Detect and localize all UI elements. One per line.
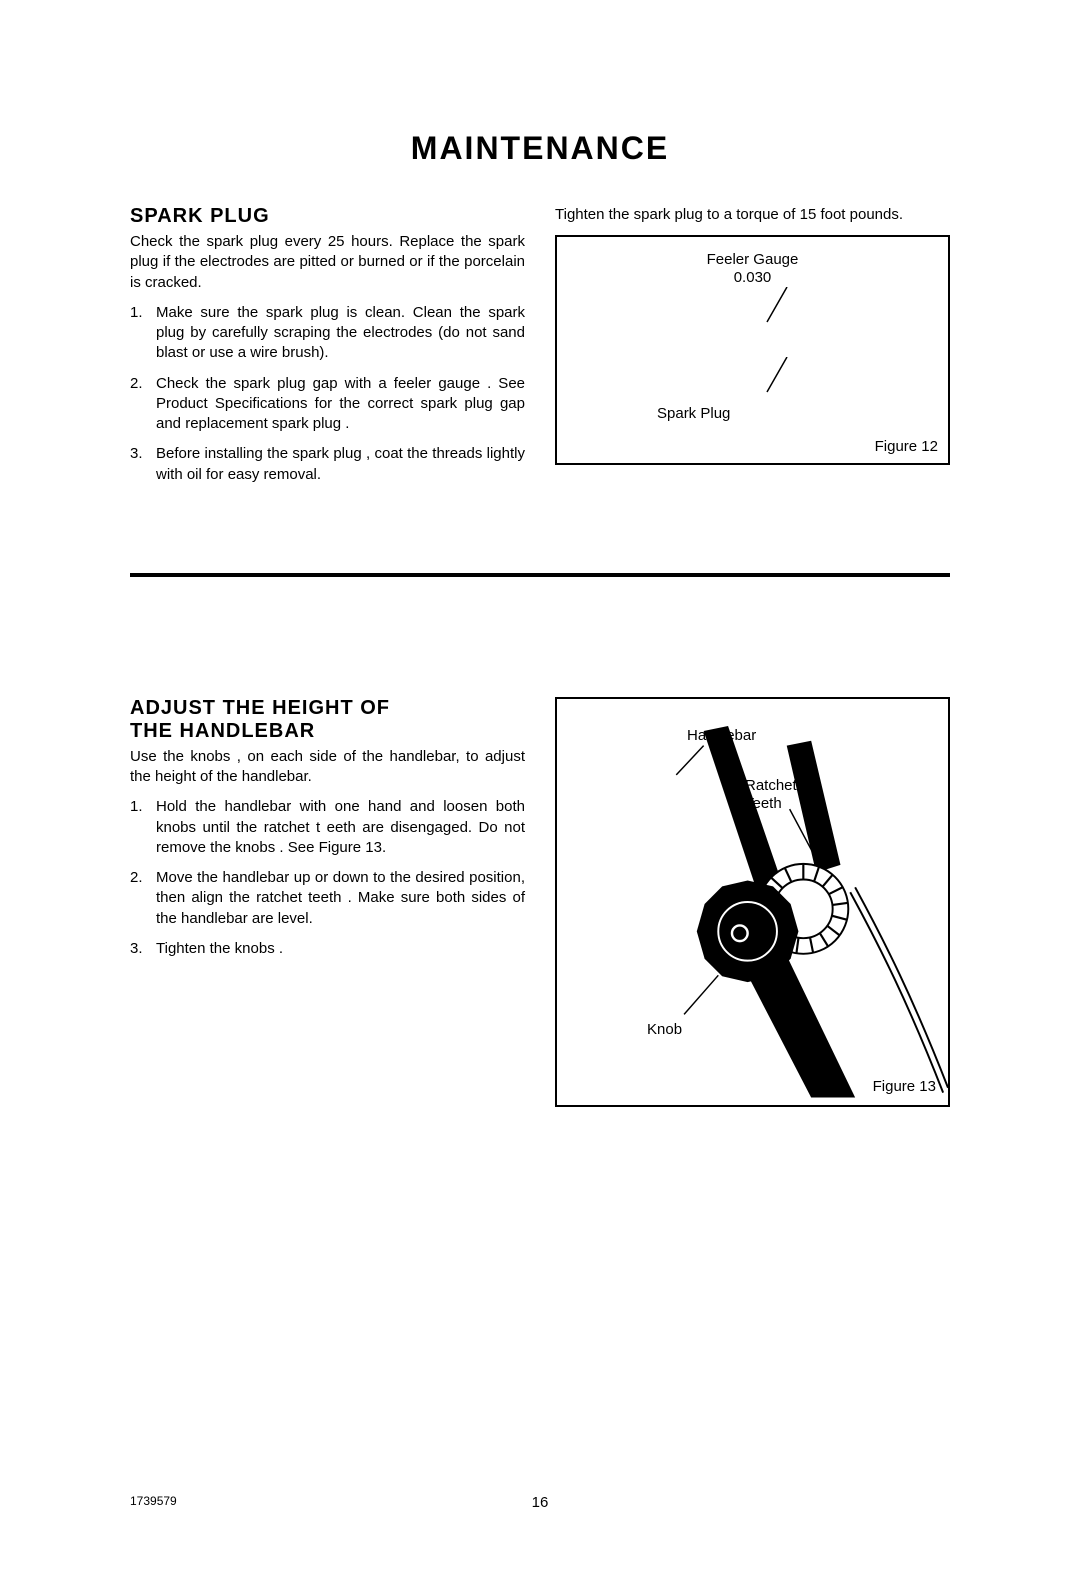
spark-plug-label: Spark Plug: [657, 405, 730, 422]
handlebar-step-2: 2.Move the handlebar up or down to the d…: [130, 868, 525, 929]
gap-value-label: 0.030: [557, 269, 948, 286]
spark-plug-step-3: 3.Before installing the spark plug , coa…: [130, 444, 525, 485]
page-number: 16: [532, 1494, 549, 1511]
feeler-gauge-label: Feeler Gauge: [557, 251, 948, 268]
spark-plug-steps: 1.Make sure the spark plug is clean. Cle…: [130, 303, 525, 485]
spark-plug-right-col: Tighten the spark plug to a torque of 15…: [555, 205, 950, 495]
pointer-line-icon: [762, 287, 792, 327]
step-text: Tighten the knobs .: [156, 940, 283, 957]
handlebar-step-1: 1.Hold the handlebar with one hand and l…: [130, 797, 525, 858]
step-text: Before installing the spark plug , coat …: [156, 445, 525, 482]
doc-id: 1739579: [130, 1494, 177, 1508]
handlebar-heading-line1: ADJUST THE HEIGHT OF: [130, 697, 525, 720]
ratchet-label-1: Ratchet: [745, 777, 797, 794]
figure-12-caption: Figure 12: [875, 438, 938, 455]
ratchet-label-2: Teeth: [745, 795, 782, 812]
section-handlebar: ADJUST THE HEIGHT OF THE HANDLEBAR Use t…: [130, 697, 950, 1107]
figure-13-caption: Figure 13: [873, 1078, 936, 1095]
figure-13: Handlebar Ratchet Teeth Knob Figure 13: [555, 697, 950, 1107]
step-text: Move the handlebar up or down to the des…: [156, 869, 525, 927]
handlebar-left-col: ADJUST THE HEIGHT OF THE HANDLEBAR Use t…: [130, 697, 525, 1107]
spark-plug-torque: Tighten the spark plug to a torque of 15…: [555, 205, 950, 225]
spark-plug-heading: SPARK PLUG: [130, 205, 525, 228]
step-text: Make sure the spark plug is clean. Clean…: [156, 304, 525, 362]
page-footer: 1739579 16: [130, 1494, 950, 1508]
handlebar-right-col: Handlebar Ratchet Teeth Knob Figure 13: [555, 697, 950, 1107]
section-spark-plug: SPARK PLUG Check the spark plug every 25…: [130, 205, 950, 495]
section-divider: [130, 573, 950, 577]
step-text: Hold the handlebar with one hand and loo…: [156, 798, 525, 856]
pointer-line-icon: [762, 357, 792, 397]
handlebar-heading-line2: THE HANDLEBAR: [130, 720, 525, 743]
spark-plug-step-1: 1.Make sure the spark plug is clean. Cle…: [130, 303, 525, 364]
handlebar-label: Handlebar: [687, 727, 756, 744]
figure-12: Feeler Gauge 0.030 Spark Plug Figure 12: [555, 235, 950, 465]
step-text: Check the spark plug gap with a feeler g…: [156, 375, 525, 433]
spark-plug-intro: Check the spark plug every 25 hours. Rep…: [130, 232, 525, 293]
page-title: MAINTENANCE: [130, 130, 950, 167]
spark-plug-left-col: SPARK PLUG Check the spark plug every 25…: [130, 205, 525, 495]
handlebar-steps: 1.Hold the handlebar with one hand and l…: [130, 797, 525, 959]
spark-plug-step-2: 2.Check the spark plug gap with a feeler…: [130, 374, 525, 435]
handlebar-illustration-icon: [557, 699, 948, 1105]
handlebar-intro: Use the knobs , on each side of the hand…: [130, 747, 525, 788]
knob-label: Knob: [647, 1021, 682, 1038]
handlebar-step-3: 3.Tighten the knobs .: [130, 939, 525, 959]
